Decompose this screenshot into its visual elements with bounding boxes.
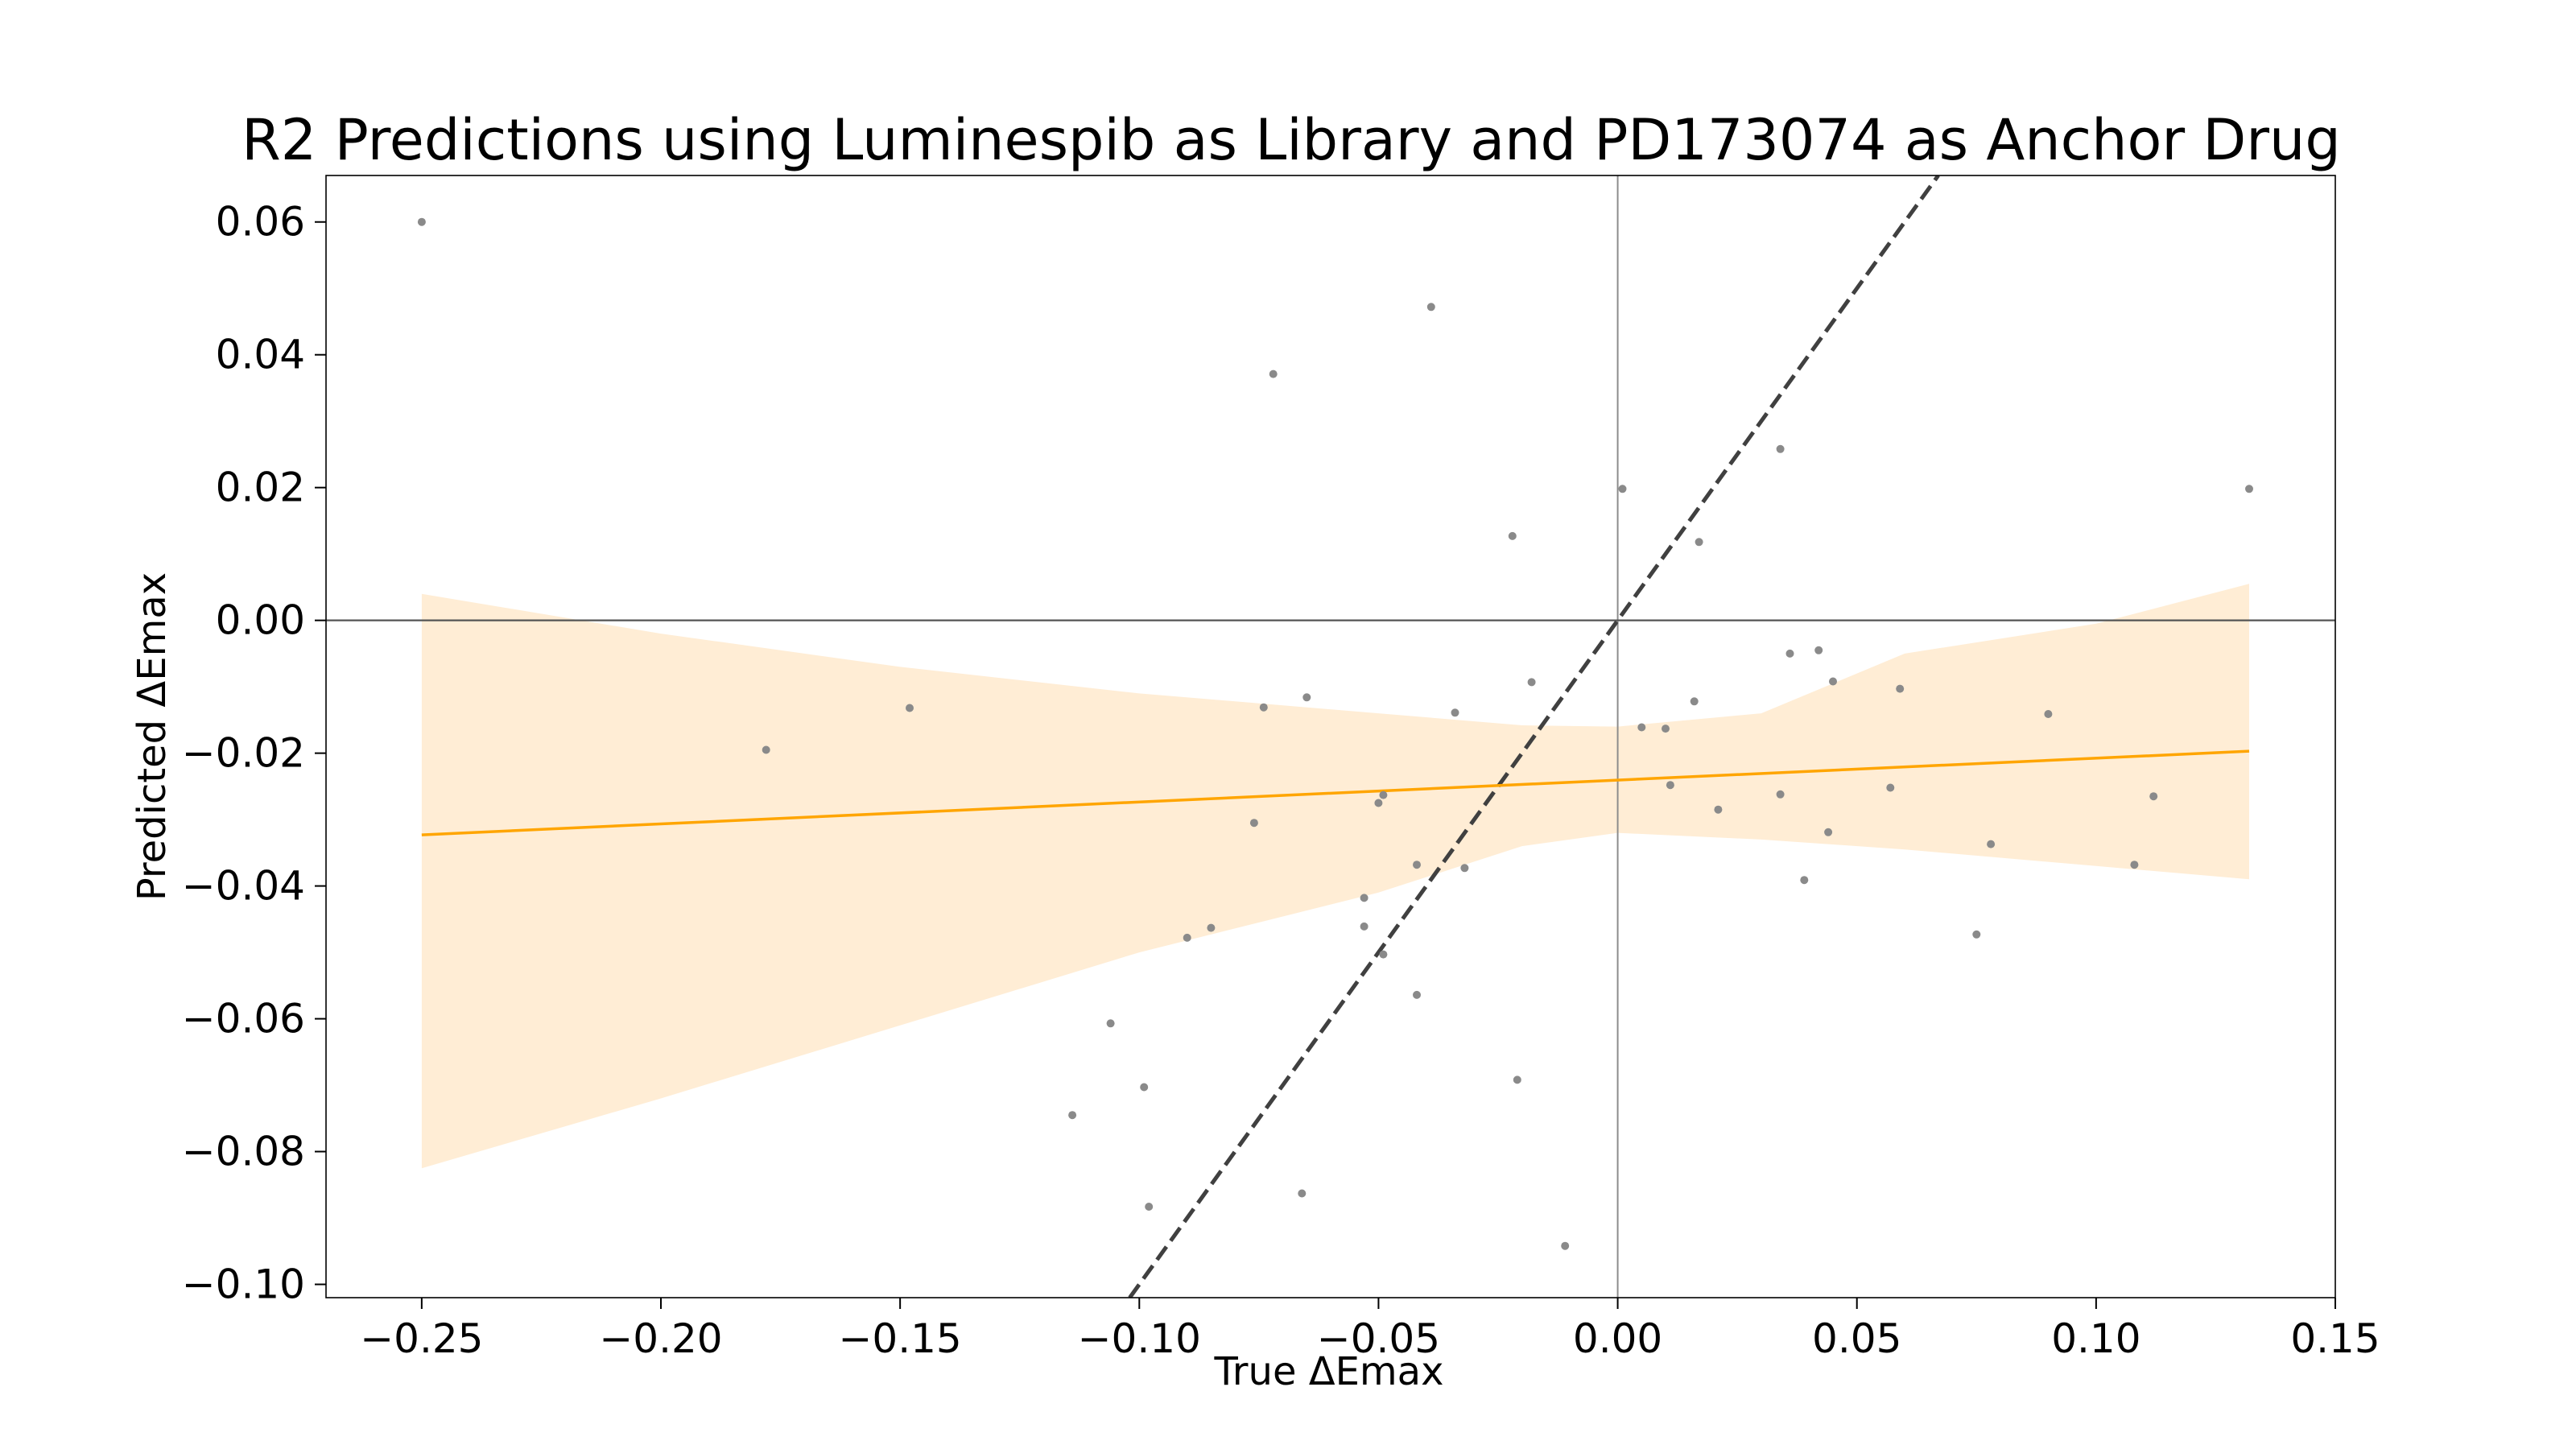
data-point — [1379, 791, 1388, 799]
data-point — [1776, 790, 1785, 799]
data-point — [1776, 444, 1785, 453]
data-point — [1508, 531, 1517, 540]
data-point — [1987, 840, 1996, 848]
confidence-band — [421, 584, 2250, 1169]
x-tick-label: 0.05 — [1812, 1315, 1901, 1362]
data-point — [2130, 861, 2139, 869]
data-point — [1814, 646, 1823, 654]
data-point — [1695, 538, 1703, 547]
data-point — [1666, 781, 1674, 790]
data-point — [1106, 1019, 1115, 1028]
x-tick-label: 0.00 — [1573, 1315, 1662, 1362]
x-axis-ticks: −0.25 −0.20 −0.15 −0.10 −0.05 0.00 0.05 0.10 0.1… — [360, 1298, 2380, 1362]
x-tick-label: −0.10 — [1078, 1315, 1201, 1362]
x-axis-label: True ΔEmax — [1214, 1349, 1444, 1394]
data-point — [1829, 677, 1837, 686]
plot-frame — [325, 175, 2336, 1298]
data-point — [1207, 923, 1216, 932]
y-tick-label: 0.02 — [216, 464, 305, 511]
data-point — [1690, 697, 1699, 706]
data-point — [1785, 649, 1794, 658]
y-tick-label: −0.08 — [182, 1129, 305, 1175]
data-point — [2245, 485, 2253, 493]
x-tick-label: −0.25 — [360, 1315, 483, 1362]
y-tick-label: 0.04 — [216, 332, 305, 378]
data-point — [1460, 864, 1469, 873]
data-point — [1140, 1083, 1149, 1092]
y-tick-label: −0.10 — [182, 1261, 305, 1308]
data-point — [1824, 828, 1833, 836]
data-point — [1298, 1189, 1307, 1198]
data-point — [1302, 693, 1311, 702]
y-tick-label: −0.06 — [182, 996, 305, 1042]
y-tick-label: −0.04 — [182, 863, 305, 910]
data-point — [1451, 708, 1459, 717]
data-point — [762, 745, 770, 754]
x-tick-label: 0.10 — [2051, 1315, 2140, 1362]
x-tick-label: −0.20 — [599, 1315, 722, 1362]
data-point — [906, 704, 914, 712]
y-axis-ticks: 0.06 0.04 0.02 0.00 −0.02 −0.04 −0.06 −0.08 −0.1… — [182, 199, 326, 1308]
data-point — [1618, 485, 1627, 493]
plot-area — [326, 175, 2335, 1298]
data-point — [1068, 1111, 1077, 1120]
x-tick-label: 0.15 — [2290, 1315, 2380, 1362]
data-point — [1145, 1203, 1154, 1211]
data-point — [1269, 369, 1278, 378]
data-point — [1360, 922, 1368, 931]
data-point — [2149, 792, 2158, 801]
data-point — [1527, 678, 1536, 687]
data-point — [1360, 894, 1368, 902]
y-tick-label: 0.00 — [216, 597, 305, 644]
identity-line — [1128, 175, 1940, 1298]
data-point — [1896, 684, 1905, 693]
chart-title: R2 Predictions using Luminespib as Libra… — [242, 107, 2341, 173]
data-point — [1379, 950, 1388, 959]
data-point — [1426, 303, 1435, 312]
regression-line — [421, 749, 2250, 836]
y-tick-label: −0.02 — [182, 730, 305, 777]
data-point — [1561, 1241, 1570, 1250]
data-point — [1800, 876, 1809, 885]
data-point — [1714, 805, 1723, 814]
data-point — [1374, 799, 1383, 807]
data-point — [1662, 724, 1670, 733]
data-point — [1637, 723, 1646, 732]
y-tick-label: 0.06 — [216, 199, 305, 246]
data-point — [1413, 990, 1421, 999]
data-points — [417, 217, 2253, 1250]
data-point — [1259, 703, 1268, 712]
data-point — [1249, 819, 1258, 828]
data-point — [2044, 710, 2053, 718]
x-tick-label: −0.15 — [839, 1315, 962, 1362]
data-point — [1886, 783, 1895, 792]
data-point — [417, 217, 426, 226]
data-point — [1413, 861, 1421, 869]
x-tick-label: −0.05 — [1317, 1315, 1440, 1362]
y-axis-label: Predicted ΔEmax — [130, 572, 175, 901]
data-point — [1183, 933, 1191, 942]
data-point — [1972, 930, 1981, 939]
data-point — [1513, 1075, 1521, 1084]
